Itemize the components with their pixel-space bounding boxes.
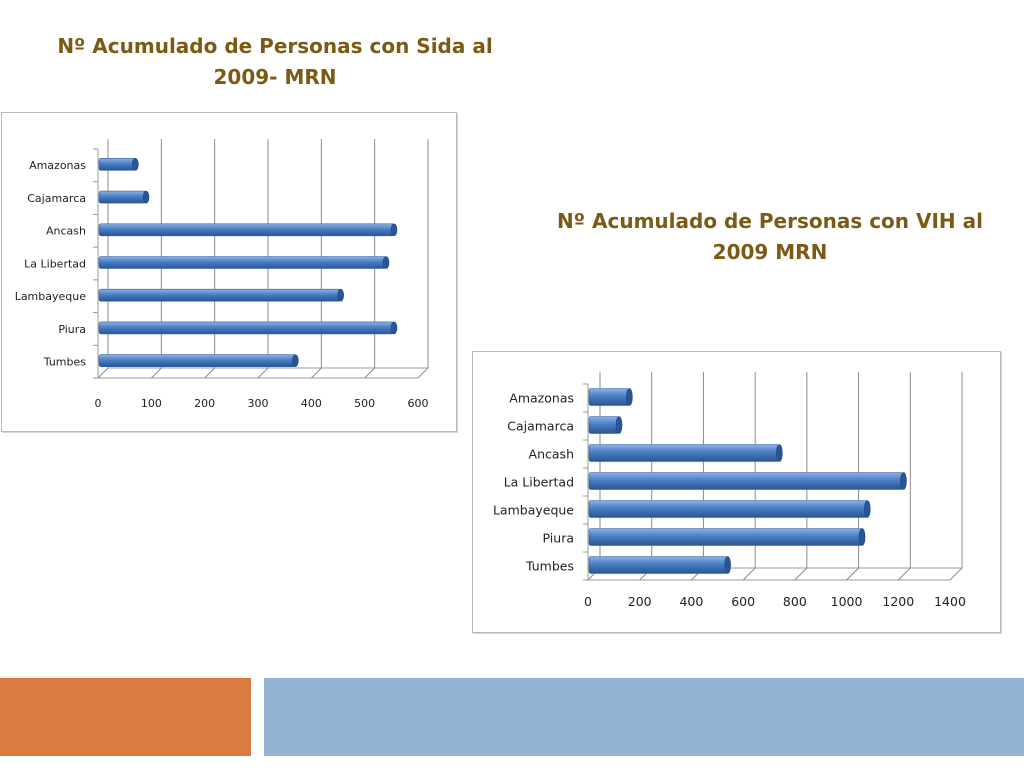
- floor-tick: [97, 367, 109, 379]
- bar-end-ancash: [390, 223, 398, 237]
- bar-piura: [98, 321, 395, 335]
- category-label-tumbes: Tumbes: [525, 558, 574, 573]
- bar-lambayeque: [588, 500, 868, 518]
- bar-ancash: [588, 444, 780, 462]
- vih-chart-title: Nº Acumulado de Personas con VIH al 2009…: [557, 209, 983, 264]
- bar-end-tumbes: [724, 556, 731, 574]
- x-tick-label: 0: [95, 397, 102, 410]
- floor-tick: [257, 367, 269, 379]
- bar-end-lambayeque: [337, 288, 344, 302]
- floor-tick: [897, 567, 911, 581]
- category-label-lambayeque: Lambayeque: [493, 502, 574, 517]
- bar-end-cajamarca: [615, 416, 623, 434]
- bar-tumbes: [588, 556, 728, 574]
- footer-blue-block: [264, 678, 1024, 756]
- category-label-lambayeque: Lambayeque: [15, 290, 87, 303]
- x-tick-label: 500: [354, 397, 375, 410]
- bar-end-piura: [390, 321, 398, 335]
- category-label-la-libertad: La Libertad: [504, 474, 574, 489]
- category-label-piura: Piura: [543, 530, 574, 545]
- x-tick-label: 600: [731, 594, 755, 609]
- x-tick-label: 200: [628, 594, 652, 609]
- x-tick-label: 1000: [831, 594, 863, 609]
- bar-piura: [588, 528, 863, 546]
- floor-tick: [204, 367, 216, 379]
- category-label-ancash: Ancash: [46, 225, 86, 238]
- vih-bar-chart: 0 200 400 600 800 1000 1200 1400 Amazonas Cajamar…: [493, 372, 966, 609]
- floor-tick: [794, 567, 808, 581]
- x-tick-label: 200: [194, 397, 215, 410]
- x-tick-label: 400: [679, 594, 703, 609]
- x-tick-label: 600: [408, 397, 429, 410]
- floor-tick: [364, 367, 376, 379]
- bar-end-amazonas: [626, 388, 633, 406]
- x-tick-label: 1400: [934, 594, 966, 609]
- bar-tumbes: [98, 354, 296, 367]
- sida-bar-chart: 0 100 200 300 400 500 600 Amazonas Cajamarca Anca…: [15, 139, 429, 410]
- category-label-cajamarca: Cajamarca: [507, 418, 574, 433]
- category-label-la-libertad: La Libertad: [24, 257, 86, 270]
- floor-tick: [846, 567, 859, 581]
- bar-amazonas: [588, 388, 630, 406]
- bar-end-la-libertad: [900, 472, 907, 490]
- x-tick-label: 0: [584, 594, 592, 609]
- floor-tick: [150, 367, 162, 379]
- bar-cajamarca: [588, 416, 620, 434]
- bar-lambayeque: [98, 288, 341, 302]
- x-tick-label: 1200: [882, 594, 914, 609]
- x-tick-label: 800: [783, 594, 807, 609]
- bar-end-cajamarca: [142, 190, 150, 204]
- bar-la-libertad: [588, 472, 904, 490]
- bar-ancash: [98, 223, 395, 237]
- category-label-piura: Piura: [58, 323, 86, 336]
- footer-orange-block: [0, 678, 251, 756]
- bar-la-libertad: [98, 256, 387, 269]
- bar-end-ancash: [776, 444, 783, 462]
- category-label-cajamarca: Cajamarca: [27, 192, 86, 205]
- category-label-tumbes: Tumbes: [43, 355, 86, 368]
- bar-end-la-libertad: [382, 256, 390, 269]
- floor-tick: [949, 567, 963, 581]
- vih-chart-frame: 0 200 400 600 800 1000 1200 1400 Amazonas Cajamar…: [472, 351, 1001, 633]
- floor-tick: [742, 567, 756, 581]
- bar-amazonas: [98, 158, 136, 171]
- floor-tick: [417, 367, 429, 379]
- bar-cajamarca: [98, 190, 147, 204]
- bar-end-lambayeque: [863, 500, 871, 518]
- x-tick-label: 300: [248, 397, 269, 410]
- category-label-amazonas: Amazonas: [29, 159, 86, 172]
- bar-end-piura: [858, 528, 866, 546]
- bar-end-tumbes: [292, 354, 299, 367]
- bar-end-amazonas: [132, 158, 139, 171]
- sida-chart-title: Nº Acumulado de Personas con Sida al 200…: [57, 34, 493, 89]
- category-label-amazonas: Amazonas: [509, 390, 574, 405]
- x-tick-label: 100: [141, 397, 162, 410]
- x-tick-label: 400: [301, 397, 322, 410]
- sida-chart-frame: 0 100 200 300 400 500 600 Amazonas Cajamarca Anca…: [1, 112, 457, 432]
- category-label-ancash: Ancash: [529, 446, 574, 461]
- floor-tick: [310, 367, 322, 379]
